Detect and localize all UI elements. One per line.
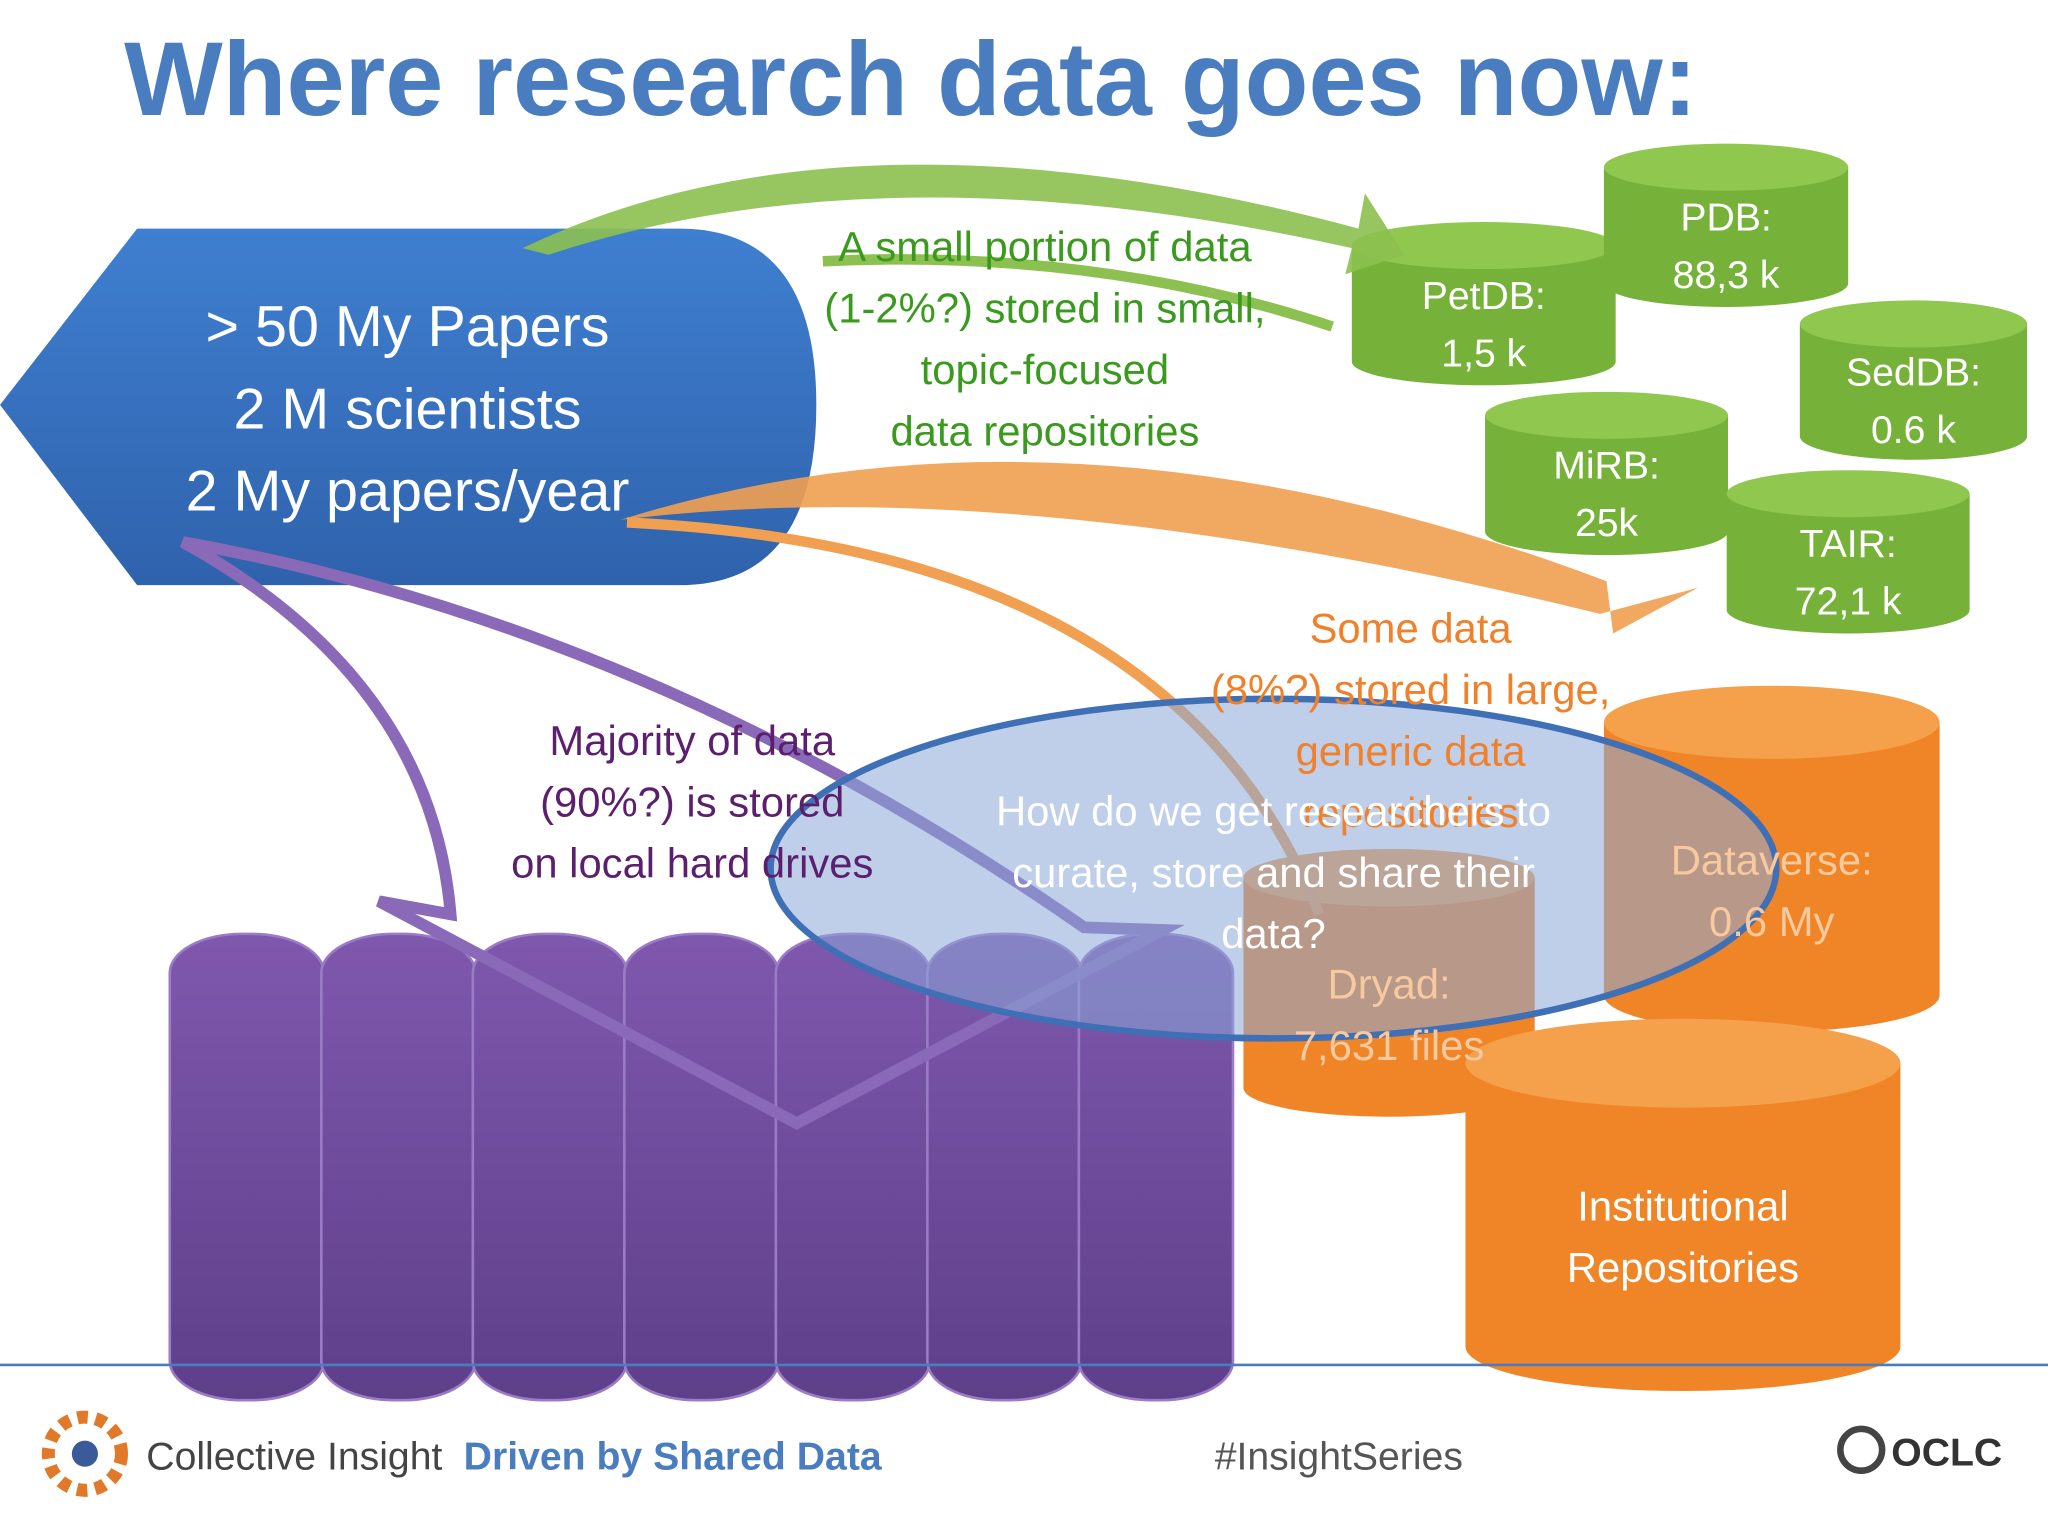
texts: PetDB: 1,5 k PDB: 88,3 k SedDB: 0.6 k MiRB: 25k…	[186, 197, 1981, 1291]
cylinder-top	[1726, 470, 1970, 518]
cylinder-body	[1726, 493, 1970, 634]
brand-logo	[41, 1410, 128, 1497]
footer-tagline: Driven by Shared Data	[464, 1435, 883, 1478]
question-line: curate, store and share their	[1012, 849, 1535, 896]
cylinder-body	[1465, 1063, 1901, 1392]
cylinder-body	[1799, 323, 2028, 460]
question-line: How do we get researchers to	[996, 787, 1551, 834]
repo-name: Institutional	[1577, 1183, 1788, 1230]
cylinder-top	[1465, 1018, 1901, 1108]
annotation-small: (1-2%?) stored in small,	[824, 285, 1265, 332]
source-line: 2 M scientists	[234, 377, 582, 441]
repo-name: PDB:	[1680, 197, 1771, 240]
repo-name: SedDB:	[1846, 351, 1981, 394]
question-line: data?	[1221, 910, 1326, 957]
footer-brand: Collective Insight	[146, 1435, 442, 1478]
repo-size: 0.6 My	[1709, 898, 1834, 945]
cylinder-body	[1603, 167, 1849, 307]
footer-logo: OCLC	[1891, 1431, 2002, 1474]
repo-name: MiRB:	[1553, 445, 1660, 488]
source-line: > 50 My Papers	[206, 295, 610, 359]
repo-name: Dryad:	[1328, 961, 1451, 1008]
repo-size: 7,631 files	[1294, 1022, 1484, 1069]
disk	[623, 932, 780, 1402]
arrow-small	[522, 164, 1405, 275]
cylinder-top	[1603, 143, 1849, 191]
annotation-small: data repositories	[890, 407, 1199, 454]
annotation-local: on local hard drives	[511, 840, 873, 887]
cylinder-body	[1351, 245, 1616, 386]
annotation-large: Some data	[1310, 605, 1513, 652]
annotation-large: (8%?) stored in large,	[1211, 666, 1610, 713]
cylinder-top	[1799, 300, 2028, 348]
annotation-large: generic data	[1296, 727, 1527, 774]
brand-logo-core	[71, 1440, 98, 1467]
cylinder-top	[1351, 222, 1616, 270]
cylinder-top	[1603, 685, 1940, 759]
repo-name: PetDB:	[1422, 275, 1546, 318]
repo-size: 88,3 k	[1673, 254, 1780, 297]
annotation-small: A small portion of data	[838, 223, 1252, 270]
question-ellipse	[767, 695, 1780, 1042]
cylinder-top	[1485, 391, 1728, 439]
source-line: 2 My papers/year	[186, 460, 630, 524]
annotation-local: (90%?) is stored	[540, 778, 844, 825]
footer-hashtag: #InsightSeries	[1215, 1435, 1463, 1478]
cylinder-body	[1485, 415, 1728, 556]
repo-name: TAIR:	[1800, 523, 1897, 566]
repo-size: 72,1 k	[1795, 581, 1902, 624]
disk	[168, 932, 326, 1402]
repo-size: 0.6 k	[1871, 409, 1956, 452]
arrow-small-branch	[822, 254, 1334, 332]
annotation-large: repositories	[1303, 789, 1519, 836]
disk	[774, 932, 932, 1402]
repo-size: 25k	[1575, 502, 1639, 545]
arrow-large	[620, 461, 1698, 634]
disk	[471, 932, 629, 1402]
repo-size: Repositories	[1567, 1244, 1799, 1291]
source-shape	[0, 228, 817, 586]
annotation-local: Majority of data	[549, 717, 835, 764]
repo-name: Dataverse:	[1671, 836, 1873, 883]
repo-size: 1,5 k	[1441, 332, 1526, 375]
oclc-logo	[1837, 1425, 1886, 1474]
title: Where research data goes now:	[124, 21, 1697, 138]
disk	[320, 932, 477, 1402]
annotation-small: topic-focused	[921, 346, 1170, 393]
